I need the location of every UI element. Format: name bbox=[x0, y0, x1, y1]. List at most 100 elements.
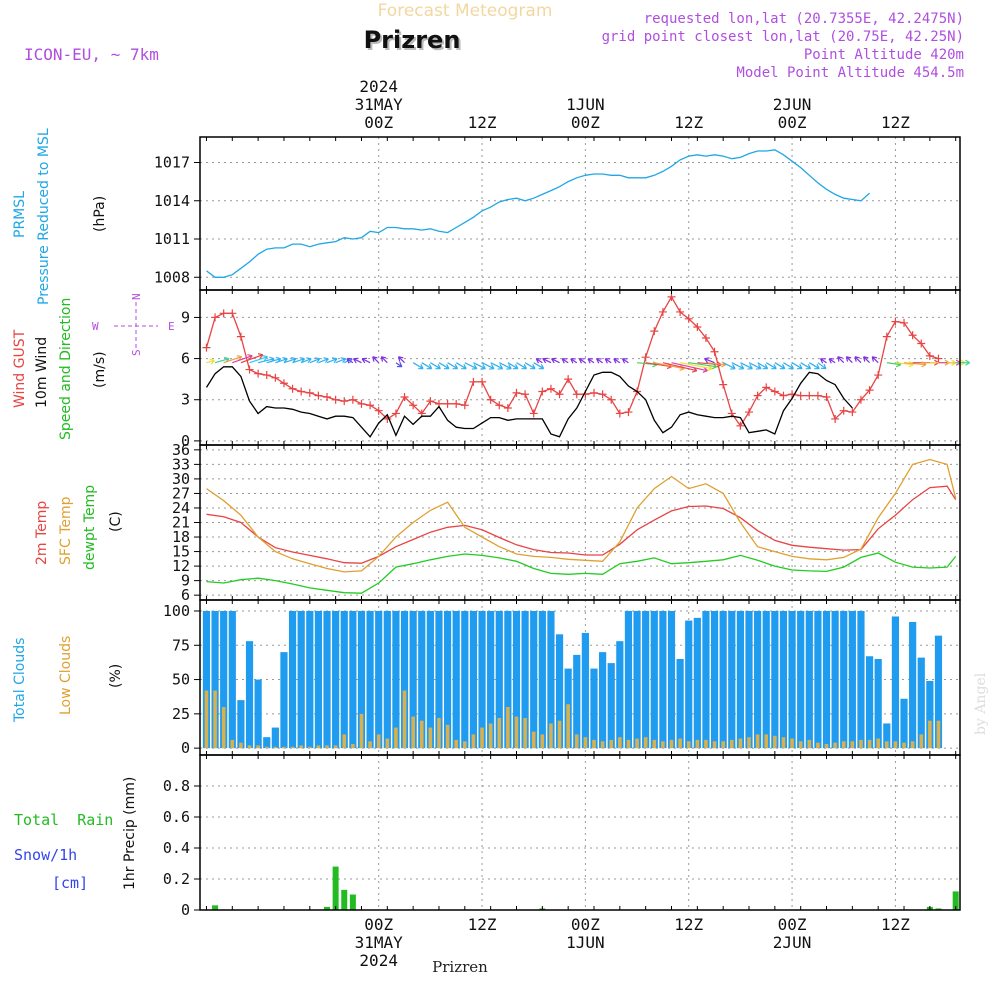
low-cloud-bar bbox=[824, 744, 829, 749]
total-cloud-bar bbox=[314, 610, 323, 749]
gust-marker bbox=[831, 414, 840, 423]
gust-marker bbox=[667, 292, 676, 301]
low-cloud-bar bbox=[876, 738, 880, 749]
total-cloud-bar bbox=[418, 610, 426, 749]
total-cloud-bar bbox=[581, 632, 589, 749]
gridpoint-lonlat: grid point closest lon,lat (20.75E, 42.2… bbox=[602, 29, 964, 45]
wind-arrow bbox=[352, 357, 362, 364]
low-cloud-bar bbox=[351, 744, 355, 749]
gust-marker bbox=[366, 401, 375, 410]
wind-arrow bbox=[524, 362, 536, 370]
low-cloud-bar bbox=[299, 745, 303, 749]
wind-arrow bbox=[886, 361, 902, 368]
low-cloud-bar bbox=[213, 690, 217, 749]
y-tick-label: 1008 bbox=[154, 268, 190, 286]
low-cloud-bar bbox=[773, 735, 777, 749]
total-cloud-bar bbox=[547, 610, 555, 749]
wind-unit: (m/s) bbox=[92, 351, 108, 388]
city-title-shadow: Prizren bbox=[366, 28, 463, 56]
total-cloud-bar bbox=[736, 610, 744, 749]
low-cloud-bar bbox=[618, 737, 622, 749]
y-tick-label: 12 bbox=[172, 557, 190, 575]
total-cloud-bar bbox=[719, 610, 727, 749]
low-cloud-bar bbox=[936, 720, 941, 749]
total-cloud-bar bbox=[814, 610, 822, 749]
low-cloud-bar bbox=[729, 739, 734, 749]
panel-frame bbox=[199, 289, 961, 446]
low-cloud-bar bbox=[454, 739, 459, 749]
total-cloud-bar bbox=[805, 610, 813, 749]
low-cloud-bar bbox=[531, 731, 536, 749]
gust-marker bbox=[211, 313, 220, 322]
y-tick-label: 100 bbox=[163, 602, 190, 620]
speed-direction-label: Speed and Direction bbox=[58, 298, 74, 440]
time-label-top-hour: 12Z bbox=[468, 113, 497, 132]
y-tick-label: 0.8 bbox=[163, 777, 190, 795]
gust-marker bbox=[882, 332, 891, 341]
wind-arrow bbox=[740, 362, 753, 370]
time-label-top-hour: 00Z bbox=[571, 113, 600, 132]
low-cloud-bar bbox=[678, 738, 682, 749]
total-cloud-bar bbox=[280, 652, 288, 749]
gust-marker bbox=[658, 307, 667, 316]
low-cloud-bar bbox=[695, 739, 700, 749]
low-cloud-bar bbox=[325, 745, 329, 749]
total-rain-label: Total Rain bbox=[14, 811, 113, 829]
gust-marker bbox=[684, 314, 693, 323]
total-cloud-bar bbox=[555, 634, 564, 749]
gust-marker bbox=[426, 397, 435, 406]
rain-bar bbox=[952, 891, 959, 910]
gust-marker bbox=[245, 365, 254, 374]
gust-marker bbox=[391, 409, 400, 418]
gust-marker bbox=[813, 391, 822, 400]
wind-arrow bbox=[808, 362, 820, 370]
total-cloud-bar bbox=[245, 641, 254, 749]
wind-arrow bbox=[490, 362, 504, 370]
panel-frame bbox=[199, 754, 961, 911]
wind10-label: 10m Wind bbox=[34, 337, 50, 408]
total-cloud-bar bbox=[693, 617, 701, 749]
total-cloud-bar bbox=[409, 610, 417, 749]
total-cloud-bar bbox=[349, 610, 357, 749]
y-tick-label: 36 bbox=[172, 441, 190, 459]
low-cloud-bar bbox=[600, 741, 605, 749]
plot-area: 1008101110141017036969121518212427303336… bbox=[154, 77, 971, 970]
low-cloud-bar bbox=[273, 746, 278, 749]
total-cloud-bar bbox=[633, 610, 641, 749]
total-cloud-bar bbox=[874, 658, 882, 749]
low-cloud-bar bbox=[661, 741, 665, 749]
total-cloud-bar bbox=[848, 610, 856, 749]
gust-marker bbox=[469, 377, 478, 386]
model-name: ICON-EU, ~ 7km bbox=[24, 45, 159, 64]
total-cloud-bar bbox=[202, 610, 211, 749]
rain-bar bbox=[332, 866, 339, 910]
compass-rose: W E N S bbox=[92, 293, 175, 356]
y-tick-label: 0 bbox=[181, 432, 190, 450]
total-cloud-bar bbox=[865, 656, 874, 749]
gust-marker bbox=[340, 397, 349, 406]
wind-arrow bbox=[621, 358, 629, 364]
wind-arrow bbox=[704, 357, 715, 364]
gust-marker bbox=[357, 399, 366, 408]
wind-arrow bbox=[837, 356, 845, 364]
low-cloud-bar bbox=[463, 741, 467, 749]
y-tick-label: 24 bbox=[172, 499, 190, 517]
wind-arrow bbox=[570, 358, 578, 364]
time-label-top-hour: 00Z bbox=[364, 113, 393, 132]
gust-marker bbox=[805, 391, 814, 400]
requested-lonlat: requested lon,lat (20.7355E, 42.2475N) bbox=[644, 11, 964, 27]
gust-marker bbox=[521, 390, 530, 399]
total-cloud-bar bbox=[754, 610, 762, 749]
y-tick-label: 18 bbox=[172, 528, 190, 546]
total-cloud-bar bbox=[573, 654, 581, 749]
total-cloud-bar bbox=[435, 610, 443, 749]
low-cloud-bar bbox=[282, 746, 286, 749]
low-cloud-bar bbox=[919, 734, 924, 749]
low-cloud-bar bbox=[884, 741, 889, 749]
wind-arrow bbox=[748, 362, 762, 370]
series-line-pressure bbox=[206, 149, 871, 278]
wind-arrow bbox=[464, 362, 478, 370]
total-cloud-bar bbox=[840, 610, 848, 749]
wind-arrow bbox=[845, 356, 853, 364]
low-cloud-bar bbox=[704, 739, 708, 749]
